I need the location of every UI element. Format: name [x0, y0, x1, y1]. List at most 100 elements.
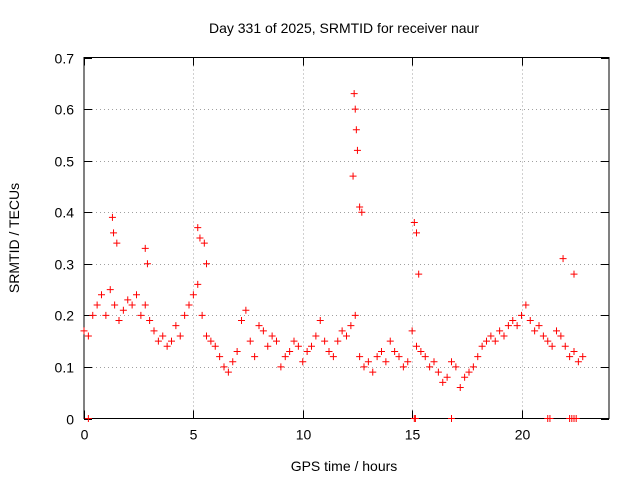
- data-point: [535, 322, 543, 330]
- data-point: [570, 270, 578, 278]
- data-point: [172, 322, 180, 330]
- data-point: [277, 363, 285, 371]
- y-tick-label: 0.3: [55, 257, 75, 273]
- x-tick-label: 0: [81, 427, 89, 443]
- data-point: [194, 224, 202, 232]
- data-point: [410, 219, 418, 227]
- data-point: [338, 327, 346, 335]
- data-point: [350, 90, 358, 98]
- data-point: [312, 332, 320, 340]
- data-point: [159, 332, 167, 340]
- data-point: [553, 327, 560, 335]
- data-point: [299, 358, 307, 366]
- data-point: [89, 311, 97, 319]
- data-point: [98, 291, 105, 299]
- data-point: [351, 311, 359, 319]
- data-point: [382, 358, 390, 366]
- data-point: [207, 337, 215, 345]
- data-point: [430, 358, 438, 366]
- data-point: [465, 368, 473, 376]
- data-point: [150, 327, 158, 335]
- data-point: [509, 317, 517, 325]
- data-point: [154, 337, 162, 345]
- y-tick-label: 0.4: [55, 205, 75, 221]
- data-point: [242, 306, 250, 314]
- data-point: [255, 322, 263, 330]
- data-point: [417, 347, 425, 355]
- data-point: [351, 105, 359, 113]
- y-tick-label: 0.1: [55, 360, 75, 376]
- data-point: [146, 317, 154, 325]
- data-point: [321, 337, 329, 345]
- data-point: [110, 229, 118, 237]
- data-point: [531, 327, 539, 335]
- data-point: [141, 301, 149, 309]
- x-tick-label: 10: [296, 427, 312, 443]
- data-point: [570, 347, 578, 355]
- data-point: [539, 332, 547, 340]
- axis-ticks: 0 0.1 0.2 0.3 0.4 0.5 0.6 0.7 0 5 10 15 20: [55, 51, 609, 443]
- data-point: [448, 358, 455, 366]
- data-point: [176, 332, 184, 340]
- data-point: [141, 244, 149, 252]
- data-point: [566, 353, 574, 361]
- data-point: [360, 363, 368, 371]
- data-point: [308, 342, 315, 350]
- data-point: [259, 327, 267, 335]
- data-point: [561, 342, 569, 350]
- data-point: [286, 347, 294, 355]
- data-point: [491, 337, 499, 345]
- data-point: [364, 358, 372, 366]
- data-point: [504, 322, 512, 330]
- data-point: [349, 172, 357, 180]
- data-point: [273, 337, 280, 345]
- data-markers: [80, 90, 587, 422]
- data-point: [469, 363, 477, 371]
- y-tick-label: 0.7: [55, 51, 75, 67]
- data-point: [358, 208, 366, 216]
- data-point: [373, 353, 381, 361]
- data-point: [452, 363, 460, 371]
- grid-lines: [84, 57, 609, 419]
- data-point: [579, 353, 587, 361]
- data-point: [84, 415, 92, 422]
- data-point: [378, 347, 385, 355]
- data-point: [557, 332, 565, 340]
- data-point: [526, 317, 534, 325]
- data-point: [84, 332, 92, 340]
- data-point: [203, 332, 210, 340]
- data-point: [415, 270, 423, 278]
- data-point: [233, 347, 241, 355]
- data-point: [220, 363, 228, 371]
- data-point: [198, 311, 206, 319]
- data-point: [413, 342, 420, 350]
- data-point: [411, 415, 419, 422]
- data-point: [356, 203, 364, 211]
- data-point: [111, 301, 119, 309]
- data-point: [448, 415, 455, 422]
- data-point: [80, 327, 88, 335]
- data-point: [395, 353, 403, 361]
- data-point: [181, 311, 189, 319]
- data-point: [194, 280, 202, 288]
- data-point: [574, 358, 582, 366]
- data-point: [119, 306, 127, 314]
- data-point: [93, 301, 101, 309]
- data-point: [500, 332, 508, 340]
- data-point: [246, 337, 254, 345]
- data-point: [238, 317, 245, 325]
- data-point: [325, 347, 333, 355]
- data-point: [294, 342, 302, 350]
- data-point: [421, 353, 429, 361]
- data-point: [461, 373, 469, 381]
- x-tick-label: 15: [405, 427, 421, 443]
- data-point: [128, 301, 136, 309]
- data-point: [224, 368, 232, 376]
- data-point: [352, 126, 360, 134]
- data-point: [189, 291, 197, 299]
- data-point: [386, 337, 394, 345]
- data-point: [229, 358, 237, 366]
- data-point: [546, 415, 554, 422]
- x-tick-label: 20: [515, 427, 531, 443]
